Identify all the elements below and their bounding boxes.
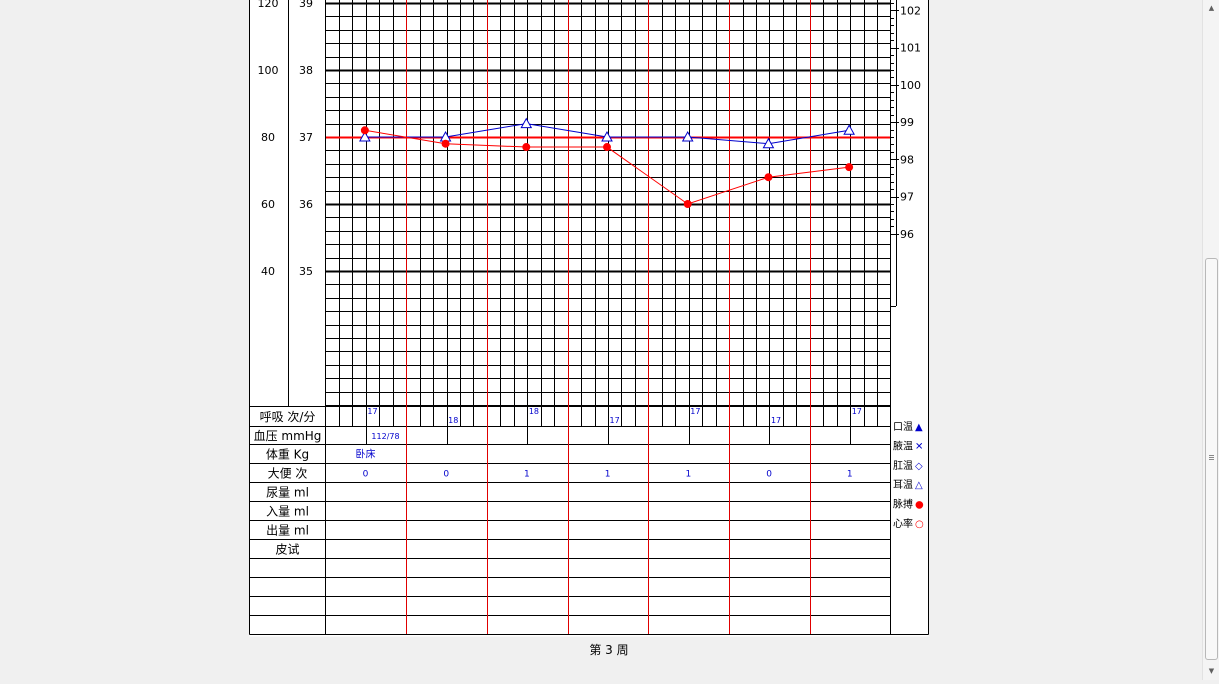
row-value: 0 — [363, 470, 369, 480]
respiration-value: 17 — [690, 407, 700, 416]
row-value: 1 — [685, 470, 691, 480]
celsius-axis-tick: 38 — [299, 64, 313, 77]
legend-symbol-icon: ▲ — [915, 422, 923, 433]
row-label: 大便 次 — [268, 467, 308, 481]
legend-symbol-icon: ✕ — [915, 441, 923, 452]
pulse-axis-tick: 80 — [261, 131, 275, 144]
series-point-dot — [522, 143, 531, 152]
series-point-triangle — [843, 124, 855, 135]
row-value: 0 — [443, 470, 449, 480]
legend-label: 脉搏 — [893, 498, 913, 511]
pulse-axis-tick: 120 — [258, 0, 279, 10]
legend-symbol-icon: △ — [915, 480, 923, 491]
legend-label: 耳温 — [893, 479, 913, 491]
pulse-axis-tick: 60 — [261, 198, 275, 211]
legend-label: 心率 — [893, 517, 913, 530]
series-point-dot — [845, 163, 854, 172]
celsius-axis-tick: 37 — [299, 131, 313, 144]
grip-line — [1209, 459, 1214, 460]
row-label: 体重 Kg — [266, 448, 309, 462]
row-value: 卧床 — [356, 448, 376, 461]
celsius-axis-tick: 39 — [299, 0, 313, 10]
series-point-triangle — [681, 130, 694, 142]
week-label: 第 3 周 — [589, 643, 628, 657]
respiration-value: 17 — [367, 407, 377, 416]
fahrenheit-axis-tick: 98 — [900, 153, 914, 166]
row-label: 皮试 — [275, 542, 299, 557]
vertical-scrollbar[interactable]: ▲ ▼ — [1202, 0, 1219, 680]
grip-line — [1209, 455, 1214, 456]
row-label: 尿量 ml — [266, 486, 309, 500]
series-point-dot — [360, 126, 369, 135]
sheet-background — [249, 0, 929, 637]
respiration-value: 18 — [448, 416, 458, 425]
scroll-up-icon[interactable]: ▲ — [1208, 4, 1215, 12]
series-point-triangle — [601, 130, 613, 142]
pulse-axis-tick: 40 — [261, 265, 275, 278]
pulse-axis-tick: 100 — [258, 64, 279, 77]
legend-label: 口温 — [893, 421, 913, 433]
fahrenheit-axis-tick: 101 — [900, 42, 921, 55]
respiration-value: 17 — [852, 407, 862, 416]
row-value: 1 — [524, 470, 530, 480]
celsius-axis-tick: 36 — [299, 198, 313, 211]
row-label: 出量 ml — [266, 524, 309, 538]
series-point-triangle — [359, 130, 371, 142]
legend-symbol-icon: ○ — [915, 519, 924, 530]
series-point-dot — [441, 139, 450, 148]
row-label: 呼吸 次/分 — [260, 410, 316, 424]
legend-label: 肛温 — [893, 460, 913, 472]
legend-symbol-icon: ● — [915, 500, 924, 511]
row-label: 入量 ml — [266, 505, 309, 519]
celsius-axis-tick: 35 — [299, 265, 313, 278]
fahrenheit-axis-tick: 99 — [900, 116, 914, 129]
series-point-dot — [603, 143, 611, 152]
row-value: 0 — [766, 470, 772, 480]
respiration-value: 18 — [529, 407, 539, 416]
series-point-dot — [683, 200, 692, 208]
fahrenheit-axis-tick: 102 — [900, 4, 921, 17]
fahrenheit-axis-tick: 100 — [900, 79, 921, 92]
row-label: 血压 mmHg — [254, 429, 322, 443]
row-value: 112/78 — [371, 432, 399, 441]
scroll-thumb[interactable] — [1205, 258, 1218, 660]
series-point-dot — [764, 173, 773, 182]
series-point-triangle — [762, 137, 775, 149]
row-value: 1 — [605, 470, 611, 480]
series-point-triangle — [520, 117, 533, 129]
grip-line — [1209, 457, 1214, 458]
row-value: 1 — [847, 470, 853, 480]
fahrenheit-axis-tick: 96 — [900, 228, 914, 241]
legend-label: 腋温 — [893, 439, 913, 452]
fahrenheit-axis-tick: 97 — [900, 191, 914, 204]
legend-symbol-icon: ◇ — [915, 461, 923, 472]
respiration-value: 17 — [610, 416, 620, 425]
scroll-down-icon[interactable]: ▼ — [1208, 667, 1215, 675]
respiration-value: 17 — [771, 416, 781, 425]
